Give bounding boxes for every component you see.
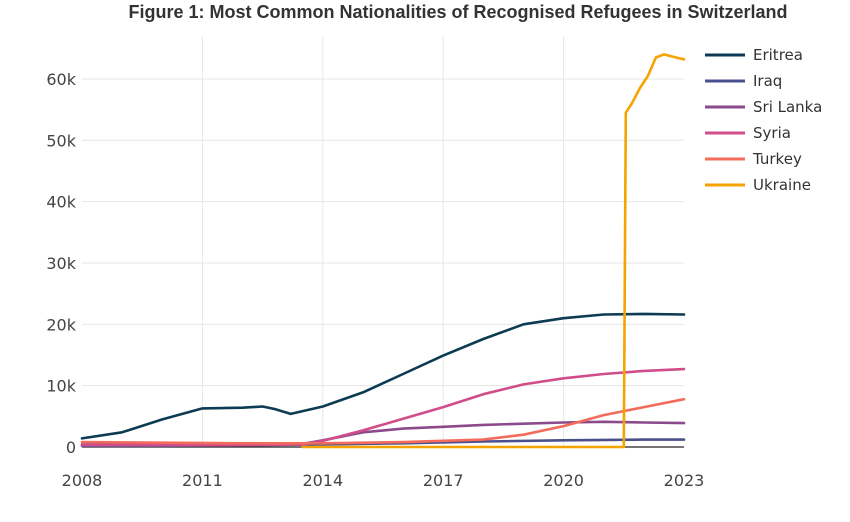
legend-label: Iraq [753, 72, 782, 90]
x-tick-label: 2023 [664, 471, 705, 490]
x-tick-label: 2017 [423, 471, 464, 490]
y-tick-label: 10k [46, 377, 76, 396]
legend-label: Eritrea [753, 46, 803, 64]
x-tick-label: 2008 [62, 471, 103, 490]
chart-title: Figure 1: Most Common Nationalities of R… [128, 2, 787, 22]
legend-label: Turkey [752, 150, 802, 168]
legend-label: Syria [753, 124, 791, 142]
legend: Eritrea Iraq Sri Lanka Syria Turkey Ukraine [705, 46, 822, 194]
y-tick-label: 0 [66, 438, 76, 457]
x-axis: 2008 2011 2014 2017 2020 2023 [62, 471, 705, 490]
legend-label: Ukraine [753, 176, 811, 194]
x-tick-label: 2020 [543, 471, 584, 490]
legend-label: Sri Lanka [753, 98, 822, 116]
y-tick-label: 60k [46, 70, 76, 89]
series-line-syria [80, 367, 686, 447]
y-tick-label: 20k [46, 315, 76, 334]
x-tick-label: 2011 [182, 471, 223, 490]
gridlines [82, 36, 684, 448]
y-tick-label: 40k [46, 193, 76, 212]
y-tick-label: 30k [46, 254, 76, 273]
y-axis: 0 10k 20k 30k 40k 50k 60k [46, 70, 76, 457]
x-tick-label: 2014 [302, 471, 343, 490]
series-line-ukraine [301, 53, 686, 449]
series-line-turkey [80, 397, 686, 445]
plot-area [80, 53, 686, 449]
y-tick-label: 50k [46, 131, 76, 150]
series-line-eritrea [80, 312, 686, 440]
